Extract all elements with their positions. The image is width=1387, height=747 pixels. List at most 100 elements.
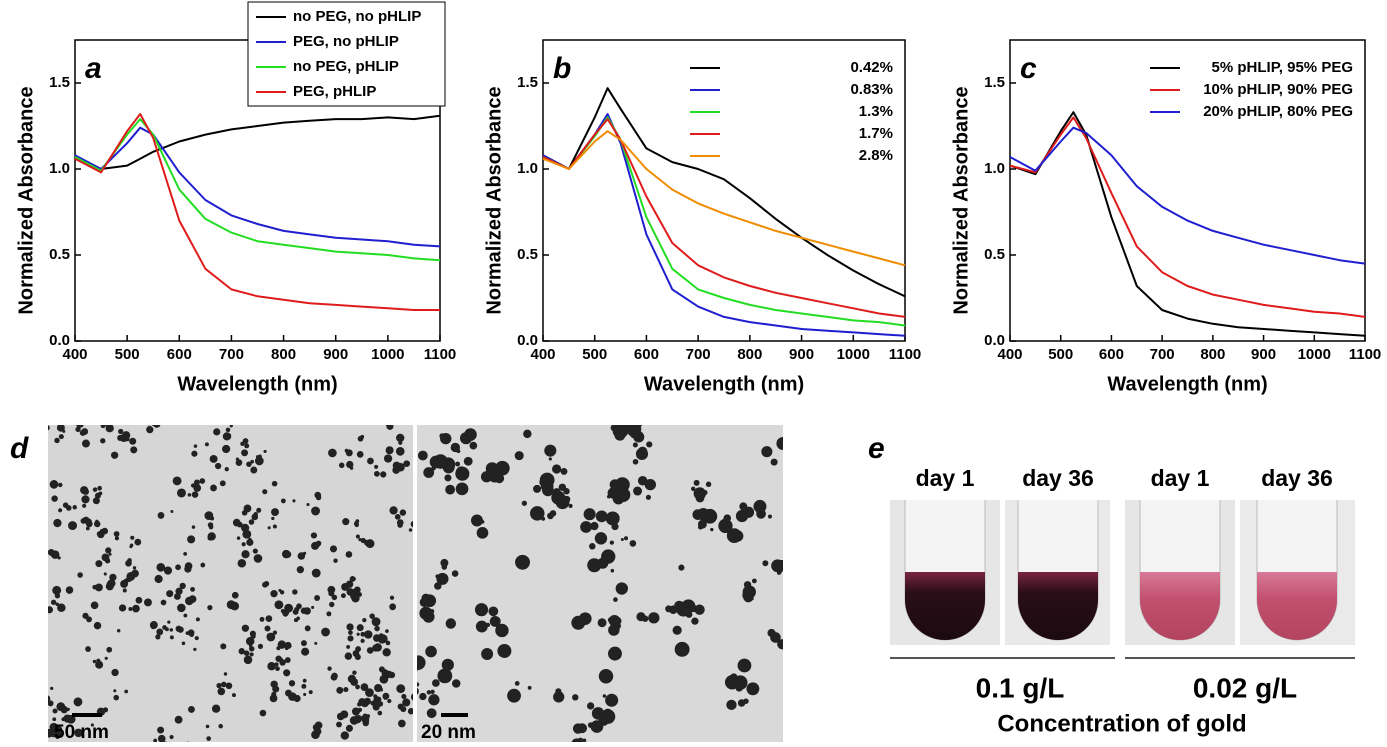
particle [333, 558, 337, 562]
particle [342, 518, 349, 525]
particle [587, 702, 594, 709]
legend-label: no PEG, no pHLIP [293, 8, 421, 25]
particle [397, 522, 403, 528]
particle [272, 481, 278, 487]
particle [743, 699, 748, 704]
particle [328, 449, 337, 458]
particle [681, 599, 695, 613]
particle [51, 550, 60, 559]
particle [167, 621, 170, 624]
particle [360, 435, 364, 439]
particle [398, 720, 406, 728]
particle [119, 604, 126, 611]
particle [330, 545, 337, 552]
particle [427, 690, 431, 694]
particle [36, 699, 40, 703]
particle [159, 736, 165, 742]
particle [590, 522, 598, 530]
particle [420, 598, 429, 607]
particle [246, 637, 255, 646]
y-axis-label: Normalized Absorbance [483, 86, 505, 314]
particle [540, 473, 555, 488]
particle [242, 625, 249, 632]
particle [373, 696, 381, 704]
particle [608, 617, 613, 622]
particle [486, 623, 490, 627]
particle [270, 681, 277, 688]
particle [207, 605, 212, 610]
particle [187, 535, 195, 543]
particle [260, 710, 267, 717]
y-tick-label: 0.0 [517, 332, 538, 349]
particle [374, 626, 380, 632]
particle [58, 508, 62, 512]
particle [584, 508, 596, 520]
particle [551, 491, 565, 505]
particle [284, 551, 291, 558]
particle [642, 615, 648, 621]
particle [360, 632, 365, 637]
particle [694, 480, 700, 486]
particle [444, 474, 451, 481]
particle [669, 605, 678, 614]
x-tick-label: 1100 [1349, 346, 1382, 363]
particle [719, 524, 724, 529]
particle [396, 684, 405, 693]
particle [433, 454, 448, 469]
particle [691, 617, 698, 624]
particle [215, 463, 221, 469]
particle [76, 420, 84, 428]
y-tick-label: 1.5 [517, 74, 538, 91]
particle [694, 487, 706, 499]
particle [339, 463, 345, 469]
particle [91, 602, 99, 610]
particle [165, 627, 169, 631]
particle [301, 640, 307, 646]
particle [80, 430, 86, 436]
particle [212, 705, 220, 713]
particle [613, 597, 618, 602]
particle [241, 449, 248, 456]
x-tick-label: 600 [167, 346, 192, 363]
particle [601, 549, 615, 563]
particle [144, 599, 152, 607]
particle [610, 479, 621, 490]
particle [268, 526, 271, 529]
particle [59, 434, 64, 439]
particle [589, 543, 596, 550]
particle [52, 717, 56, 721]
particle [270, 695, 278, 703]
particle [241, 550, 249, 558]
particle [355, 523, 359, 527]
particle [213, 428, 220, 435]
particle [189, 595, 197, 603]
tube-label: day 36 [1022, 465, 1094, 491]
particle [95, 560, 102, 567]
x-tick-label: 700 [1150, 346, 1175, 363]
particle [481, 648, 493, 660]
particle [225, 467, 229, 471]
particle [37, 597, 43, 603]
particle [267, 662, 275, 670]
particle [217, 688, 225, 696]
particle [549, 457, 552, 460]
particle [430, 690, 434, 694]
particle [124, 690, 128, 694]
particle [357, 592, 362, 597]
particle [123, 588, 127, 592]
particle [93, 497, 100, 504]
particle [596, 510, 608, 522]
particle [400, 509, 406, 515]
legend-label: no PEG, pHLIP [293, 58, 399, 75]
x-tick-label: 1100 [424, 346, 457, 363]
particle [356, 535, 360, 539]
particle [192, 491, 199, 498]
particle [106, 424, 114, 432]
particle [86, 527, 90, 531]
particle [633, 459, 639, 465]
x-tick-label: 500 [115, 346, 140, 363]
particle [633, 487, 642, 496]
particle [132, 605, 140, 613]
legend-label: 0.83% [850, 81, 893, 98]
particle [256, 508, 261, 513]
